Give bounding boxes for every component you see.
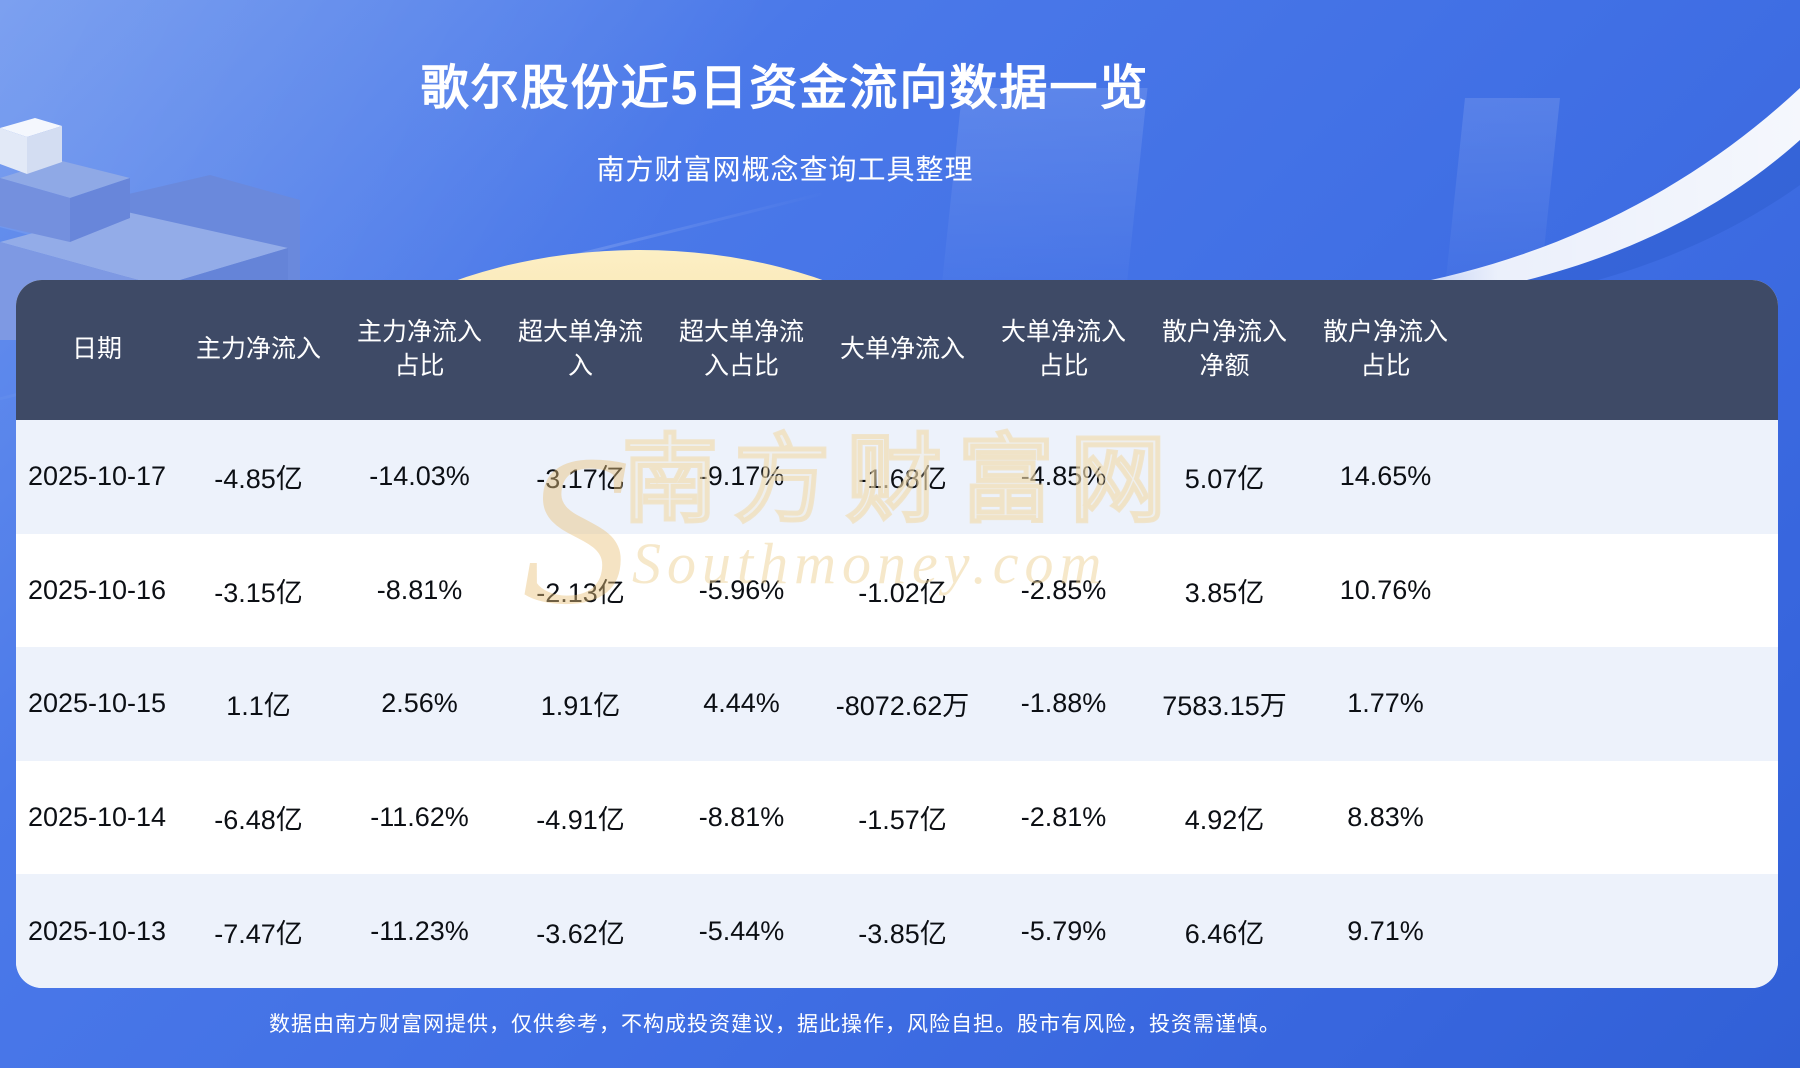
- column-header-retail-net-inflow: 散户净流入 净额: [1161, 318, 1287, 380]
- cell-super-large-net-inflow-ratio: -8.81%: [698, 802, 785, 833]
- cell-date: 2025-10-14: [27, 802, 167, 833]
- cell-super-large-net-inflow: -3.17亿: [536, 464, 625, 495]
- cell-super-large-net-inflow: -3.62亿: [536, 918, 625, 949]
- cell-large-net-inflow: -1.68亿: [858, 464, 947, 495]
- cell-date: 2025-10-15: [27, 688, 167, 719]
- cell-super-large-net-inflow-ratio: 4.44%: [703, 688, 780, 719]
- cell-retail-net-inflow-ratio: 1.77%: [1347, 688, 1424, 719]
- page-subtitle: 南方财富网概念查询工具整理: [596, 154, 974, 185]
- cell-large-net-inflow-ratio: -1.88%: [1020, 688, 1107, 719]
- cell-retail-net-inflow-ratio: 10.76%: [1339, 574, 1432, 605]
- swoosh-decoration: [1250, 88, 1800, 308]
- cell-main-net-inflow-ratio: -8.81%: [376, 574, 463, 605]
- cell-main-net-inflow-ratio: -14.03%: [369, 461, 470, 492]
- cell-retail-net-inflow: 3.85亿: [1184, 577, 1265, 608]
- cell-super-large-net-inflow-ratio: -5.44%: [698, 915, 785, 946]
- cell-retail-net-inflow-ratio: 9.71%: [1347, 915, 1424, 946]
- cell-large-net-inflow: -3.85亿: [858, 918, 947, 949]
- cell-retail-net-inflow-ratio: 8.83%: [1347, 802, 1424, 833]
- glass-panel-decoration: [1445, 98, 1560, 288]
- cell-main-net-inflow-ratio: 2.56%: [381, 688, 458, 719]
- cell-main-net-inflow: -4.85亿: [214, 464, 303, 495]
- cell-super-large-net-inflow-ratio: -9.17%: [698, 461, 785, 492]
- cell-retail-net-inflow: 4.92亿: [1184, 805, 1265, 836]
- glass-panel-decoration: [941, 88, 1148, 288]
- cell-main-net-inflow-ratio: -11.23%: [370, 915, 469, 946]
- column-header-large-net-inflow-ratio: 大单净流入 占比: [1000, 318, 1126, 380]
- table-row: 2025-10-13 -7.47亿 -11.23% -3.62亿 -5.44% …: [16, 874, 1778, 988]
- cell-large-net-inflow: -1.57亿: [858, 805, 947, 836]
- column-header-super-large-net-inflow: 超大单净流 入: [517, 318, 643, 380]
- cell-main-net-inflow: -6.48亿: [214, 805, 303, 836]
- fund-flow-table: 日期 主力净流入 主力净流入 占比 超大单净流 入 超大单净流 入占比 大单净流…: [16, 280, 1778, 988]
- cell-large-net-inflow-ratio: -4.85%: [1020, 461, 1107, 492]
- column-header-main-net-inflow: 主力净流入: [195, 335, 321, 364]
- cell-super-large-net-inflow-ratio: -5.96%: [698, 574, 785, 605]
- table-row: 2025-10-17 -4.85亿 -14.03% -3.17亿 -9.17% …: [16, 420, 1778, 534]
- table-row: 2025-10-15 1.1亿 2.56% 1.91亿 4.44% -8072.…: [16, 647, 1778, 761]
- cell-large-net-inflow-ratio: -2.85%: [1020, 574, 1107, 605]
- cell-date: 2025-10-13: [27, 915, 167, 946]
- cell-super-large-net-inflow: -4.91亿: [536, 805, 625, 836]
- cell-retail-net-inflow: 7583.15万: [1162, 691, 1287, 722]
- column-header-date: 日期: [71, 335, 122, 364]
- column-header-large-net-inflow: 大单净流入: [839, 335, 965, 364]
- cell-large-net-inflow: -8072.62万: [835, 691, 970, 722]
- cell-main-net-inflow: -7.47亿: [214, 918, 303, 949]
- cell-large-net-inflow: -1.02亿: [858, 577, 947, 608]
- cell-main-net-inflow: -3.15亿: [214, 577, 303, 608]
- cell-retail-net-inflow: 6.46亿: [1184, 918, 1265, 949]
- cell-date: 2025-10-17: [27, 461, 167, 492]
- table-row: 2025-10-14 -6.48亿 -11.62% -4.91亿 -8.81% …: [16, 760, 1778, 875]
- cell-date: 2025-10-16: [27, 574, 167, 605]
- cell-retail-net-inflow: 5.07亿: [1184, 464, 1265, 495]
- table-row: 2025-10-16 -3.15亿 -8.81% -2.13亿 -5.96% -…: [16, 533, 1778, 648]
- footer-disclaimer: 数据由南方财富网提供，仅供参考，不构成投资建议，据此操作，风险自担。股市有风险，…: [269, 1013, 1281, 1036]
- cell-main-net-inflow: 1.1亿: [226, 691, 291, 722]
- cell-main-net-inflow-ratio: -11.62%: [370, 802, 469, 833]
- column-header-retail-net-inflow-ratio: 散户净流入 占比: [1322, 318, 1448, 380]
- column-header-main-net-inflow-ratio: 主力净流入 占比: [356, 318, 482, 380]
- cell-super-large-net-inflow: -2.13亿: [536, 577, 625, 608]
- column-header-super-large-net-inflow-ratio: 超大单净流 入占比: [678, 318, 804, 380]
- page-title: 歌尔股份近5日资金流向数据一览: [420, 62, 1150, 115]
- cell-retail-net-inflow-ratio: 14.65%: [1339, 461, 1432, 492]
- table-header-row: 日期 主力净流入 主力净流入 占比 超大单净流 入 超大单净流 入占比 大单净流…: [16, 280, 1778, 420]
- cell-super-large-net-inflow: 1.91亿: [540, 691, 621, 722]
- cell-large-net-inflow-ratio: -2.81%: [1020, 802, 1107, 833]
- cell-large-net-inflow-ratio: -5.79%: [1020, 915, 1107, 946]
